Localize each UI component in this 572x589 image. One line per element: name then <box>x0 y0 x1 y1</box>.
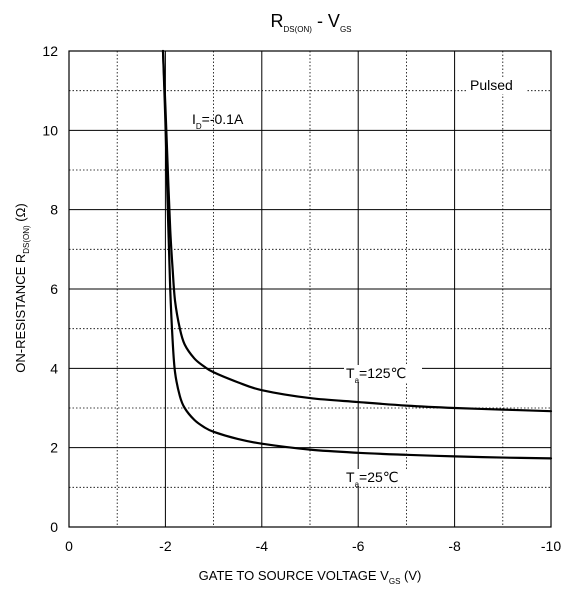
y-tick-label: 0 <box>50 519 58 535</box>
x-tick-labels: 0 -2 -4 -6 -8 -10 <box>65 538 561 554</box>
y-tick-labels: 0 2 4 6 8 10 12 <box>42 43 58 535</box>
x-axis-title: GATE TO SOURCE VOLTAGE VGS (V) <box>199 568 422 586</box>
plot-frame <box>68 50 552 528</box>
drain-current-label: ID=-0.1A <box>192 111 244 131</box>
x-tick-label: 0 <box>65 538 73 554</box>
x-tick-label: -4 <box>256 538 269 554</box>
series-label-25c: Ta=25℃ <box>346 469 399 489</box>
series-layer <box>161 49 553 460</box>
y-tick-label: 10 <box>42 122 58 138</box>
y-axis-title: ON-RESISTANCE RDS(ON) (Ω) <box>13 203 31 372</box>
x-tick-label: -8 <box>448 538 461 554</box>
x-tick-label: -2 <box>159 538 172 554</box>
series-line-25c <box>161 49 553 460</box>
y-tick-label: 2 <box>50 440 58 456</box>
t125-label-bg <box>344 365 422 382</box>
chart-title: RDS(ON) - VGS <box>270 11 351 34</box>
pulsed-label-bg <box>466 77 526 94</box>
y-tick-label: 6 <box>50 281 58 297</box>
x-tick-label: -6 <box>352 538 365 554</box>
y-tick-label: 12 <box>42 43 58 59</box>
series-line-125c <box>161 49 553 413</box>
x-tick-label: -10 <box>541 538 561 554</box>
t25-label-bg <box>344 469 414 486</box>
pulsed-label: Pulsed <box>470 77 513 93</box>
y-tick-label: 8 <box>50 202 58 218</box>
y-tick-label: 4 <box>50 360 58 376</box>
series-label-125c: Ta=125℃ <box>346 365 406 385</box>
